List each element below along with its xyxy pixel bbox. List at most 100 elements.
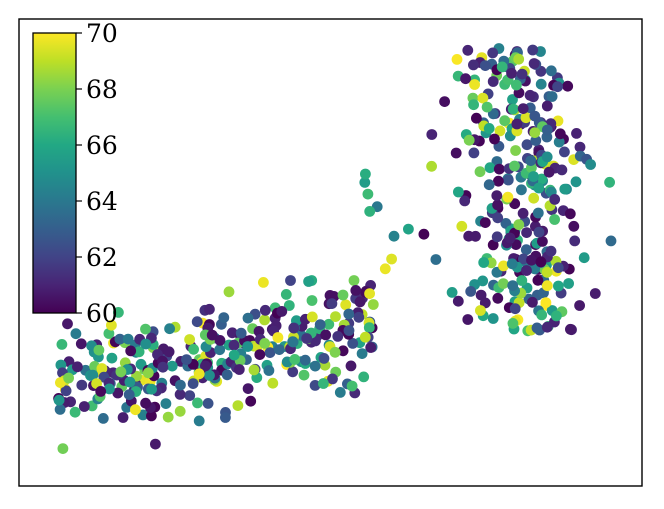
scatter-point xyxy=(69,406,81,418)
colorbar-tick-label: 66 xyxy=(86,131,118,160)
scatter-point xyxy=(337,345,349,357)
scatter-point xyxy=(142,367,154,379)
scatter-point xyxy=(530,135,542,146)
scatter-point xyxy=(453,186,464,198)
scatter-point xyxy=(565,323,576,335)
scatter-point xyxy=(578,252,590,264)
scatter-point xyxy=(525,155,537,167)
scatter-point xyxy=(553,136,565,148)
scatter-point xyxy=(430,254,442,265)
scatter-point xyxy=(418,228,430,240)
scatter-point xyxy=(552,262,564,274)
scatter-point xyxy=(259,314,270,326)
scatter-point xyxy=(289,354,301,365)
scatter-point xyxy=(140,338,152,350)
scatter-point xyxy=(133,346,145,358)
scatter-point xyxy=(479,60,491,71)
scatter-point xyxy=(78,401,90,412)
scatter-point xyxy=(233,364,245,375)
scatter-point xyxy=(541,266,553,278)
scatter-point xyxy=(95,386,107,397)
scatter-point xyxy=(303,276,314,287)
scatter-point xyxy=(181,354,192,365)
scatter-point xyxy=(206,329,218,341)
scatter-point xyxy=(360,168,371,180)
scatter-point xyxy=(334,387,346,398)
scatter-point xyxy=(75,338,87,350)
scatter-point xyxy=(532,207,544,219)
scatter-point xyxy=(353,311,365,323)
scatter-point xyxy=(228,349,240,361)
scatter-point xyxy=(70,328,82,340)
points-layer xyxy=(53,43,617,454)
scatter-point xyxy=(174,405,186,417)
colorbar-tick-label: 70 xyxy=(86,19,118,48)
scatter-point xyxy=(520,244,532,256)
scatter-point xyxy=(193,415,205,427)
scatter-point xyxy=(54,404,66,415)
scatter-point xyxy=(491,231,503,243)
scatter-point xyxy=(535,256,547,268)
scatter-point xyxy=(571,127,582,139)
scatter-point xyxy=(604,176,615,188)
scatter-point xyxy=(474,166,486,178)
scatter-point xyxy=(365,342,377,353)
scatter-point xyxy=(529,110,541,122)
scatter-point xyxy=(53,394,65,406)
plot-frame xyxy=(18,18,643,487)
scatter-point xyxy=(502,174,514,186)
scatter-point xyxy=(521,265,532,276)
scatter-point xyxy=(468,147,480,159)
scatter-point xyxy=(451,54,463,65)
scatter-point xyxy=(494,125,506,137)
scatter-point xyxy=(330,311,341,322)
scatter-point xyxy=(343,325,355,336)
scatter-point xyxy=(287,336,299,348)
scatter-point xyxy=(553,280,564,292)
scatter-point xyxy=(493,175,504,187)
scatter-point xyxy=(487,76,499,87)
scatter-point xyxy=(184,390,196,401)
scatter-point xyxy=(184,334,196,345)
scatter-point xyxy=(267,377,279,389)
scatter-point xyxy=(276,306,288,317)
scatter-point xyxy=(175,379,186,391)
scatter-point xyxy=(200,360,211,372)
scatter-point xyxy=(358,371,370,383)
scatter-point xyxy=(574,300,585,311)
scatter-point xyxy=(97,413,109,424)
scatter-point xyxy=(93,344,105,356)
scatter-point xyxy=(549,194,561,205)
scatter-point xyxy=(469,79,480,90)
scatter-point xyxy=(513,219,525,231)
scatter-point xyxy=(364,206,376,217)
scatter-point xyxy=(235,327,247,339)
scatter-point xyxy=(462,314,474,325)
scatter-point xyxy=(426,160,437,172)
scatter-point xyxy=(528,58,540,69)
scatter-point xyxy=(536,309,548,321)
scatter-point xyxy=(350,285,362,296)
scatter-point xyxy=(345,360,357,372)
scatter-point xyxy=(533,182,545,194)
scatter-point xyxy=(218,312,230,323)
scatter-point xyxy=(318,378,329,389)
scatter-point xyxy=(359,177,371,188)
scatter-point xyxy=(283,300,295,311)
scatter-point xyxy=(340,299,352,311)
scatter-point xyxy=(475,289,487,301)
scatter-point xyxy=(540,297,552,308)
scatter-point xyxy=(157,361,169,373)
scatter-point xyxy=(298,369,310,381)
scatter-point xyxy=(146,410,157,422)
scatter-point xyxy=(112,387,124,399)
scatter-point xyxy=(55,377,66,388)
scatter-point xyxy=(263,365,275,376)
scatter-point xyxy=(570,176,582,188)
scatter-point xyxy=(439,96,450,107)
scatter-point xyxy=(117,412,129,423)
scatter-point xyxy=(62,318,73,330)
scatter-point xyxy=(115,366,127,378)
scatter-point xyxy=(359,331,371,343)
